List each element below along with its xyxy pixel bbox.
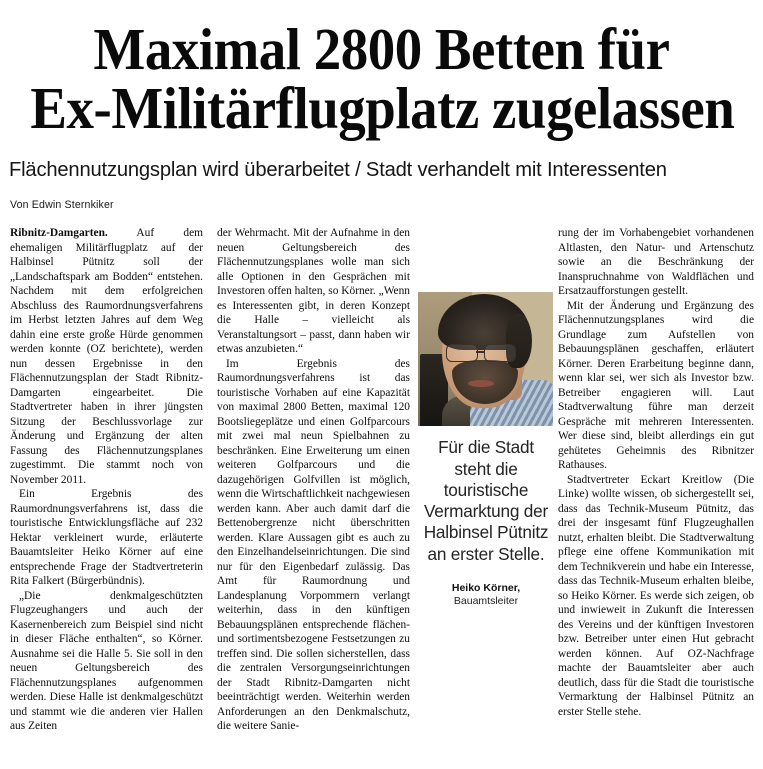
article-column-4: rung der im Vorhabengebiet vorhandenen A…	[558, 226, 754, 719]
paragraph-text: Auf dem ehemaligen Militärflugplatz auf …	[10, 227, 203, 486]
paragraph: Ein Ergebnis des Raumordnungsverfahrens …	[10, 488, 203, 588]
newspaper-article-page: Maximal 2800 Betten für Ex-Militärflugpl…	[0, 16, 763, 769]
attribution-role: Bauamtsleiter	[453, 595, 519, 608]
paragraph: Stadtvertreter Eckart Kreitlow (Die Link…	[558, 473, 754, 718]
pull-quote: Für die Stadt steht die touristische Ver…	[423, 437, 549, 564]
glasses-lens-left	[446, 344, 478, 363]
article-column-3-media: Für die Stadt steht die touristische Ver…	[418, 226, 554, 608]
glasses-bridge	[476, 351, 485, 354]
page-title: Maximal 2800 Betten für Ex-Militärflugpl…	[0, 16, 763, 142]
headline-line-1: Maximal 2800 Betten für	[93, 16, 670, 83]
article-columns: Ribnitz-Damgarten. Auf dem ehemaligen Mi…	[0, 226, 763, 769]
paragraph: der Wehrmacht. Mit der Aufnahme in den n…	[217, 227, 410, 356]
paragraph: Mit der Änderung und Ergänzung des Fläch…	[558, 299, 754, 472]
subheadline: Flächennutzungsplan wird überarbeitet / …	[9, 158, 667, 182]
article-column-1: Ribnitz-Damgarten. Auf dem ehemaligen Mi…	[10, 226, 203, 734]
pull-quote-attribution: Heiko Körner, Bauamtsleiter	[418, 582, 554, 609]
paragraph: Ribnitz-Damgarten. Auf dem ehemaligen Mi…	[10, 226, 203, 487]
attribution-name: Heiko Körner,	[451, 581, 521, 594]
headline-line-2: Ex-Militärflugplatz zugelassen	[30, 75, 735, 142]
photo-glasses	[444, 344, 522, 363]
paragraph: Im Ergebnis des Raumordnungsverfahrens i…	[217, 357, 410, 733]
dateline: Ribnitz-Damgarten.	[10, 227, 108, 240]
byline: Von Edwin Sternkiker	[10, 199, 114, 212]
paragraph: rung der im Vorhabengebiet vorhandenen A…	[558, 227, 754, 298]
photo-mouth	[468, 380, 494, 388]
paragraph: „Die denkmalgeschützten Flugzeughangers …	[10, 589, 203, 733]
glasses-lens-right	[484, 344, 516, 363]
portrait-photo	[418, 292, 553, 427]
article-column-2: der Wehrmacht. Mit der Aufnahme in den n…	[217, 226, 410, 734]
